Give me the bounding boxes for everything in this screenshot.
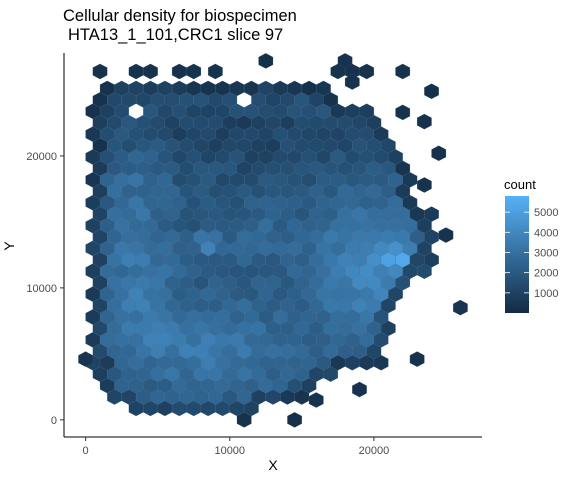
x-axis-ticks: 0 10000 20000 xyxy=(83,437,390,457)
hex-bin xyxy=(207,63,223,80)
chart-title-line-1: Cellular density for biospecimen xyxy=(63,7,297,25)
hex-bin xyxy=(395,63,411,80)
hex-bin xyxy=(316,80,331,97)
hex-bin xyxy=(92,63,108,80)
hex-bin xyxy=(78,351,94,367)
hex-bin xyxy=(431,145,447,162)
chart-title-line-2: HTA13_1_101,CRC1 slice 97 xyxy=(68,26,283,44)
legend-tick-label: 1000 xyxy=(534,288,558,300)
y-tick-label: 10000 xyxy=(26,283,57,295)
hex-bin xyxy=(308,392,324,408)
hex-bin xyxy=(171,63,187,80)
x-tick-label: 10000 xyxy=(214,445,245,457)
hex-bin xyxy=(128,63,144,80)
legend-ticks: 1000 2000 3000 4000 5000 xyxy=(505,207,558,300)
hex-bin xyxy=(236,412,252,428)
y-axis-title: Y xyxy=(1,241,17,251)
hex-bin xyxy=(416,113,432,130)
legend-tick-label: 4000 xyxy=(534,227,558,239)
hex-bins xyxy=(78,53,468,428)
hex-bin xyxy=(416,177,432,193)
hex-bin xyxy=(409,351,425,367)
x-tick-label: 0 xyxy=(83,445,89,457)
hex-bin xyxy=(424,83,439,100)
hex-bin xyxy=(186,63,202,80)
legend-tick-label: 2000 xyxy=(534,268,558,280)
legend-tick-label: 3000 xyxy=(534,247,558,259)
hex-bin xyxy=(287,412,303,428)
legend-colorbar xyxy=(505,196,529,313)
y-tick-label: 20000 xyxy=(26,151,57,163)
y-tick-label: 0 xyxy=(51,415,57,427)
hex-bin xyxy=(424,206,439,222)
hex-bin xyxy=(438,227,454,243)
legend-title: count xyxy=(504,177,536,192)
x-tick-label: 20000 xyxy=(359,445,390,457)
y-axis-ticks: 0 10000 20000 xyxy=(26,151,64,427)
hex-bin xyxy=(352,381,367,398)
hex-bin xyxy=(258,53,274,69)
hex-bin xyxy=(452,299,468,316)
hex-bin xyxy=(344,74,360,90)
hex-bin xyxy=(395,104,411,121)
x-axis-title: X xyxy=(268,457,278,473)
legend: count 1000 2000 3000 4000 5000 xyxy=(504,177,558,313)
hex-bin xyxy=(359,103,375,120)
hex-bin xyxy=(359,63,375,80)
legend-tick-label: 5000 xyxy=(534,207,558,219)
hex-bin xyxy=(143,63,158,80)
